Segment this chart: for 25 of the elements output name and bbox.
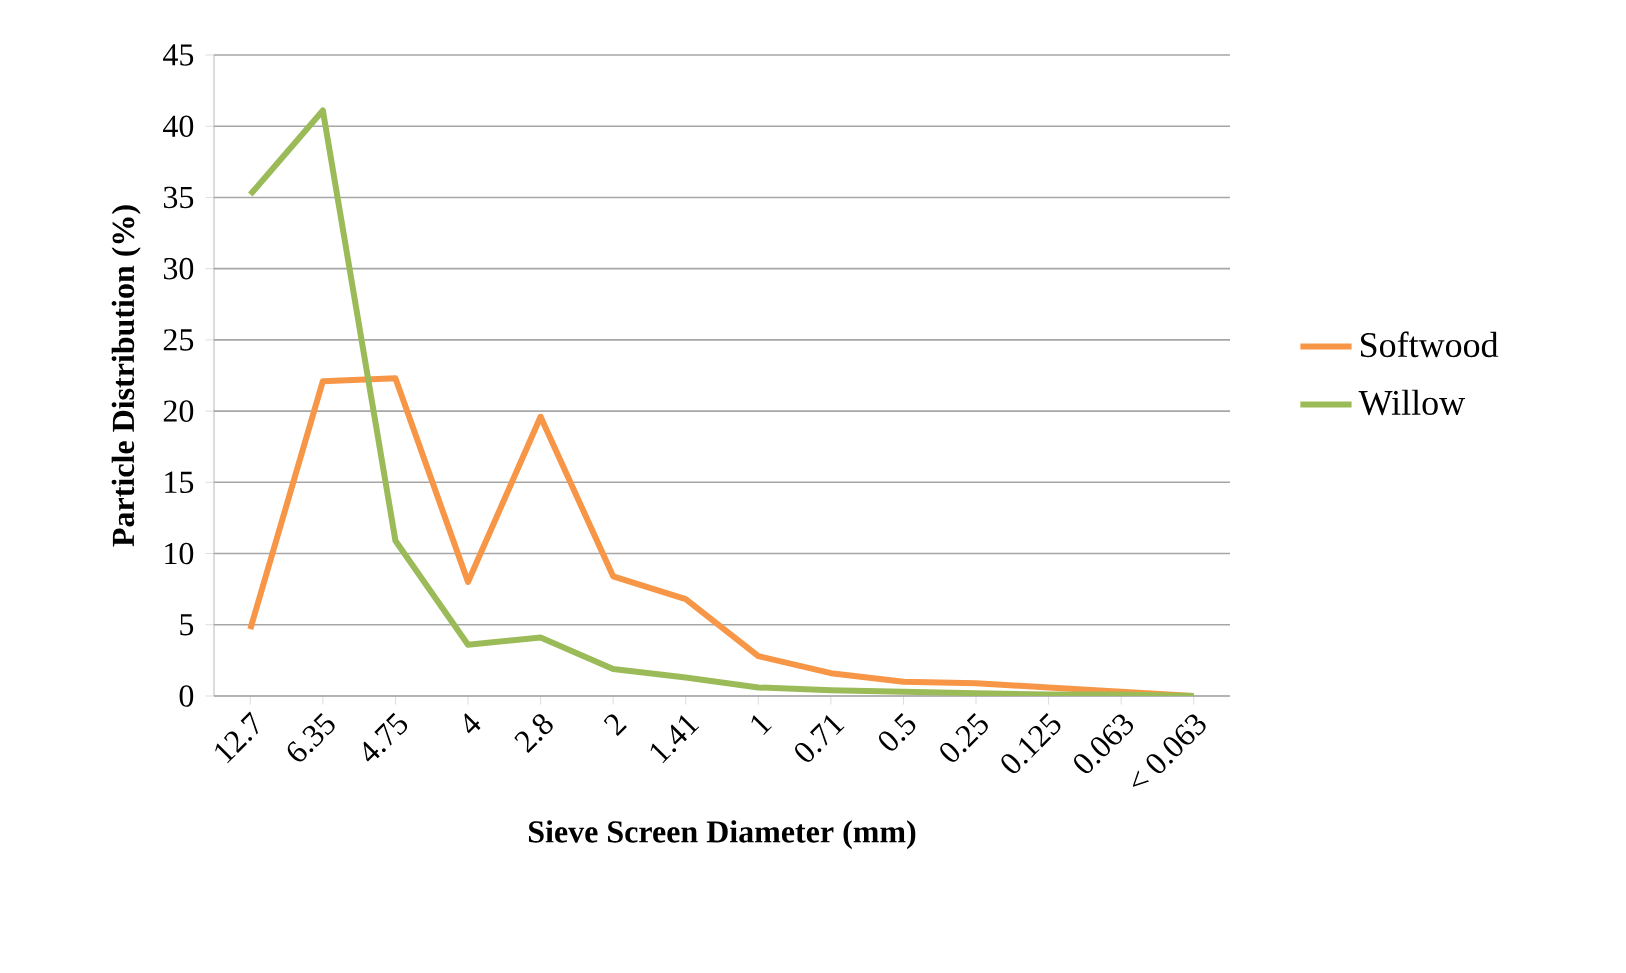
legend-label: Willow (1358, 389, 1465, 416)
x-tick-label: 2.8 (514, 714, 553, 754)
x-tick-label: 0.5 (878, 712, 916, 751)
y-tick-label: 15 (165, 471, 194, 494)
y-tick-label: 45 (163, 44, 194, 66)
y-tick-label: 35 (163, 186, 194, 209)
x-tick-label: 1 (751, 715, 772, 735)
x-axis-title: Sieve Screen Diameter (mm) (528, 820, 916, 850)
x-tick-label: 0.71 (795, 715, 845, 762)
x-tick-label: 12.7 (215, 711, 259, 764)
x-tick-label: 6.35 (287, 712, 335, 762)
y-tick-label: 40 (163, 115, 194, 138)
x-tick-label: 2 (603, 714, 627, 737)
legend-label: Softwood (1361, 331, 1499, 358)
y-tick-label: 5 (180, 614, 194, 636)
y-tick-label: 30 (163, 257, 194, 280)
y-tick-label: 10 (165, 542, 194, 565)
x-tick-label: 1.41 (650, 715, 700, 764)
x-tick-label: 4.75 (363, 712, 408, 762)
x-tick-label: 0.25 (940, 712, 988, 762)
y-tick-label: 25 (163, 329, 194, 351)
x-tick-label: 4 (464, 713, 481, 734)
y-axis-title: Particle Distribution (%) (111, 205, 141, 547)
y-tick-label: 20 (163, 400, 194, 422)
y-tick-label: 0 (179, 685, 194, 707)
